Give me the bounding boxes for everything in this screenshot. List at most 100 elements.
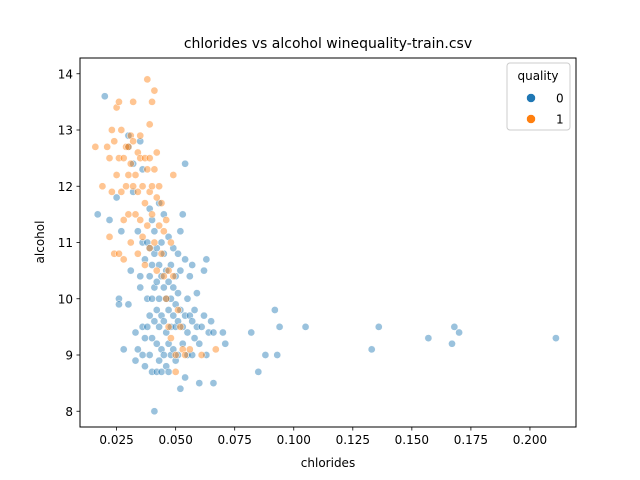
data-point-quality-0 [247, 328, 256, 337]
data-point-quality-1 [112, 171, 121, 179]
data-point-quality-0 [160, 351, 168, 359]
data-point-quality-1 [141, 261, 149, 269]
data-point-quality-1 [98, 182, 107, 191]
data-point-quality-0 [219, 328, 227, 337]
data-point-quality-1 [105, 233, 114, 241]
data-point-quality-0 [188, 317, 197, 326]
data-point-quality-1 [145, 120, 154, 129]
data-point-quality-0 [145, 204, 154, 213]
data-point-quality-1 [129, 98, 137, 106]
data-point-quality-1 [164, 323, 173, 331]
data-point-quality-1 [108, 188, 116, 196]
x-tick-label: 0.100 [277, 433, 311, 447]
legend-marker-quality-1 [526, 114, 536, 124]
data-point-quality-1 [126, 159, 135, 168]
data-point-quality-0 [129, 188, 137, 196]
data-point-quality-0 [367, 345, 376, 354]
data-point-quality-0 [176, 266, 185, 275]
data-point-quality-0 [181, 311, 189, 320]
data-point-quality-0 [200, 311, 208, 320]
data-point-quality-0 [183, 294, 192, 303]
data-point-quality-0 [171, 300, 180, 309]
x-tick-label: 0.150 [395, 433, 429, 447]
data-point-quality-0 [169, 345, 178, 354]
data-point-quality-0 [155, 261, 163, 269]
data-point-quality-0 [155, 294, 163, 303]
data-point-quality-1 [148, 182, 156, 191]
data-point-quality-0 [162, 328, 171, 337]
data-point-quality-1 [110, 137, 119, 146]
data-point-quality-0 [209, 379, 218, 387]
data-point-quality-1 [138, 182, 147, 191]
data-point-quality-0 [152, 339, 161, 348]
data-point-quality-1 [167, 238, 175, 247]
data-point-quality-0 [138, 351, 147, 359]
legend: quality 01 [506, 62, 571, 131]
chart-title: chlorides vs alcohol winequality-train.c… [184, 36, 472, 52]
data-point-quality-1 [115, 154, 123, 162]
x-tick-label: 0.200 [513, 433, 547, 447]
data-point-quality-1 [141, 154, 149, 162]
data-point-quality-0 [134, 227, 142, 236]
data-point-quality-0 [185, 311, 194, 320]
y-tick-label: 10 [58, 292, 73, 306]
data-point-quality-0 [117, 227, 126, 236]
data-point-quality-1 [115, 98, 123, 106]
data-point-quality-0 [301, 323, 310, 331]
data-point-quality-0 [164, 233, 173, 241]
data-point-quality-1 [124, 210, 133, 219]
data-point-quality-1 [176, 323, 185, 331]
data-point-quality-1 [211, 345, 220, 354]
data-point-quality-0 [552, 334, 560, 342]
data-point-quality-0 [145, 272, 154, 281]
data-point-quality-1 [134, 188, 142, 196]
data-point-quality-1 [197, 351, 206, 359]
data-point-quality-1 [185, 345, 194, 354]
data-point-quality-0 [174, 289, 182, 297]
data-point-quality-1 [129, 137, 137, 146]
data-point-quality-0 [160, 210, 168, 219]
legend-marker-quality-0 [526, 93, 536, 103]
legend-frame [506, 62, 571, 131]
data-point-quality-1 [152, 266, 161, 275]
legend-label-quality-1: 1 [556, 113, 564, 127]
data-point-quality-0 [195, 339, 204, 348]
data-point-quality-0 [200, 266, 208, 275]
data-point-quality-1 [91, 143, 100, 151]
data-point-quality-1 [169, 272, 178, 281]
data-point-quality-0 [178, 323, 187, 331]
data-point-quality-0 [162, 362, 171, 371]
data-point-quality-1 [129, 182, 137, 191]
data-point-quality-1 [150, 238, 159, 247]
data-point-quality-0 [115, 300, 123, 309]
data-point-quality-0 [141, 362, 149, 371]
data-point-quality-0 [157, 311, 166, 320]
data-point-quality-1 [105, 154, 114, 162]
data-point-quality-1 [119, 255, 128, 264]
x-tick-label: 0.025 [99, 433, 133, 447]
y-tick-label: 9 [65, 349, 73, 363]
x-axis: 0.025 0.050 0.075 0.100 0.125 0.150 0.175 0.200 [99, 427, 547, 447]
data-point-quality-0 [261, 351, 270, 359]
data-point-quality-0 [221, 339, 230, 348]
data-point-quality-0 [176, 306, 185, 314]
data-point-quality-0 [152, 278, 161, 286]
data-point-quality-0 [164, 278, 173, 286]
data-point-quality-0 [93, 210, 102, 219]
data-point-quality-1 [155, 221, 163, 230]
data-point-quality-1 [110, 249, 119, 258]
data-point-quality-1 [119, 154, 128, 162]
data-point-quality-0 [124, 300, 133, 309]
data-point-quality-0 [273, 351, 282, 359]
data-point-quality-1 [131, 210, 140, 219]
y-tick-label: 8 [65, 405, 73, 419]
data-point-quality-1 [162, 294, 171, 303]
x-tick-label: 0.175 [454, 433, 488, 447]
y-tick-label: 12 [58, 180, 73, 194]
data-point-quality-0 [160, 283, 168, 292]
data-point-quality-0 [160, 249, 168, 258]
legend-items: 01 [526, 92, 564, 127]
data-point-quality-0 [164, 368, 173, 376]
data-point-quality-1 [134, 249, 142, 258]
data-point-quality-0 [157, 272, 166, 281]
